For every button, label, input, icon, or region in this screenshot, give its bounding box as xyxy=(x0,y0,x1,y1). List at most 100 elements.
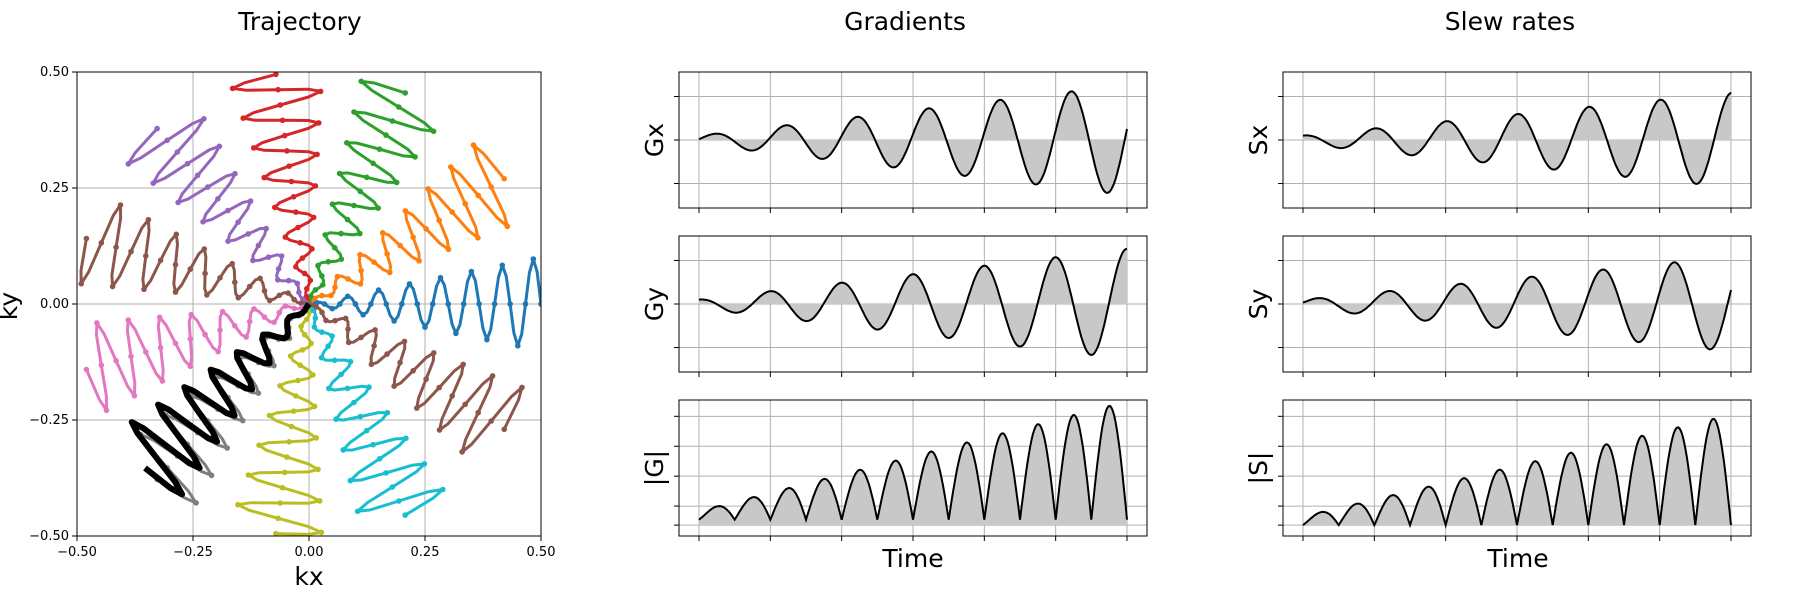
trajectory-shot-line xyxy=(307,79,436,305)
gradients-xlabel: Time xyxy=(881,544,943,573)
trajectory-point xyxy=(215,348,221,355)
trajectory-point xyxy=(246,283,253,290)
trajectory-point xyxy=(150,180,156,186)
trajectory-point xyxy=(319,273,325,279)
trajectory-point xyxy=(460,361,467,368)
trajectory-point xyxy=(379,230,386,236)
trajectory-point xyxy=(117,202,124,208)
trajectory-xtick-label: 0.50 xyxy=(527,545,556,560)
trajectory-point xyxy=(173,231,180,238)
trajectory-point xyxy=(501,426,508,433)
trajectory-point xyxy=(194,172,201,179)
trajectory-point xyxy=(312,287,319,293)
trajectory-point xyxy=(187,363,194,370)
slew-rates-fill-area xyxy=(1303,92,1731,184)
trajectory-point xyxy=(376,456,383,462)
trajectory-point xyxy=(313,304,320,310)
trajectory-point xyxy=(376,146,383,152)
trajectory-point xyxy=(333,416,339,423)
trajectory-point xyxy=(459,449,465,455)
trajectory-point xyxy=(368,301,374,307)
trajectory-point xyxy=(370,441,376,448)
trajectory-point xyxy=(507,301,513,307)
trajectory-point xyxy=(314,151,320,158)
slew-rates-waveform-line xyxy=(1302,91,1732,185)
trajectory-point xyxy=(286,163,292,169)
trajectory-point xyxy=(225,238,231,244)
slew-rates-subplot: Sy xyxy=(1244,235,1752,377)
trajectory-point xyxy=(332,317,338,324)
trajectory-point xyxy=(224,445,230,451)
trajectory-ytick-label: 0.00 xyxy=(40,297,69,312)
trajectory-point xyxy=(328,292,334,299)
trajectory-point xyxy=(251,306,257,312)
trajectory-point xyxy=(187,336,194,342)
trajectory-point xyxy=(351,202,357,209)
trajectory-point xyxy=(484,336,490,343)
trajectory-point xyxy=(491,301,498,307)
trajectory-series xyxy=(78,72,541,536)
trajectory-point xyxy=(475,192,482,199)
trajectory-point xyxy=(397,359,403,366)
trajectory-point xyxy=(429,301,436,307)
slew-rates-title: Slew rates xyxy=(1445,7,1575,36)
trajectory-point xyxy=(319,309,325,316)
trajectory-point xyxy=(266,297,273,304)
trajectory-point xyxy=(277,383,283,389)
trajectory-point xyxy=(275,515,281,522)
trajectory-point xyxy=(430,128,437,135)
trajectory-point xyxy=(243,334,249,340)
trajectory-point xyxy=(384,409,391,416)
trajectory-point xyxy=(416,258,422,264)
trajectory-point xyxy=(125,317,132,323)
trajectory-point xyxy=(315,262,321,269)
trajectory-point xyxy=(286,439,292,445)
gradients-fill-area xyxy=(699,405,1127,526)
trajectory-point xyxy=(504,223,511,230)
trajectory-point xyxy=(298,323,304,330)
trajectory-point xyxy=(309,246,315,252)
trajectory-point xyxy=(368,361,375,368)
trajectory-point xyxy=(304,285,310,292)
gradients-title: Gradients xyxy=(844,7,966,36)
trajectory-point xyxy=(357,413,364,420)
slew-rates-subplot: |S| xyxy=(1244,399,1752,541)
trajectory-point xyxy=(453,330,459,337)
gradients-ylabel: |G| xyxy=(640,450,669,486)
gradients-waveform-line xyxy=(698,90,1128,194)
trajectory-point xyxy=(475,235,481,241)
trajectory-point xyxy=(363,174,370,181)
trajectory-point xyxy=(157,344,164,351)
trajectory-point xyxy=(295,224,301,231)
trajectory-point xyxy=(315,466,321,473)
trajectory-point xyxy=(279,117,286,124)
trajectory-point xyxy=(445,301,452,307)
trajectory-point xyxy=(98,240,105,246)
trajectory-point xyxy=(344,140,350,146)
trajectory-point xyxy=(201,116,207,122)
trajectory-point xyxy=(172,289,179,295)
trajectory-point xyxy=(291,296,298,303)
slew-rates-panel: Slew rates Sx Sy |S| Time xyxy=(1244,7,1752,573)
trajectory-point xyxy=(344,385,351,392)
trajectory-xtick-label: −0.50 xyxy=(57,545,97,560)
trajectory-point xyxy=(387,269,393,276)
gradients-waveform-line xyxy=(698,404,1128,524)
trajectory-point xyxy=(344,293,351,300)
trajectory-point xyxy=(308,340,314,347)
slew-rates-subplots: Sx Sy |S| xyxy=(1244,71,1752,541)
trajectory-point xyxy=(157,257,164,264)
trajectory-ylabel: ky xyxy=(0,292,23,321)
trajectory-point xyxy=(299,347,306,353)
trajectory-point xyxy=(288,423,295,430)
trajectory-point xyxy=(172,261,179,268)
trajectory-point xyxy=(297,240,304,246)
trajectory-point xyxy=(391,318,397,324)
slew-rates-subplot-frame xyxy=(1282,399,1752,537)
slew-rates-ylabel: Sx xyxy=(1244,125,1273,156)
trajectory-point xyxy=(103,407,110,414)
trajectory-point xyxy=(204,184,211,190)
trajectory-point xyxy=(156,314,163,321)
trajectory-point xyxy=(128,248,134,255)
